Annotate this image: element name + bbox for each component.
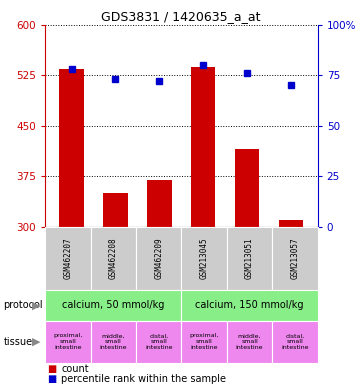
Text: proximal,
small
intestine: proximal, small intestine xyxy=(190,333,219,350)
Text: tissue: tissue xyxy=(4,337,33,347)
Text: middle,
small
intestine: middle, small intestine xyxy=(236,333,263,350)
Text: GSM213045: GSM213045 xyxy=(200,237,209,279)
Text: GSM462208: GSM462208 xyxy=(109,237,118,279)
Text: ■: ■ xyxy=(47,374,56,384)
Text: GDS3831 / 1420635_a_at: GDS3831 / 1420635_a_at xyxy=(101,10,260,23)
Text: ▶: ▶ xyxy=(32,337,40,347)
Text: distal,
small
intestine: distal, small intestine xyxy=(281,333,309,350)
Bar xyxy=(103,193,127,227)
Text: ▶: ▶ xyxy=(32,300,40,310)
Text: GSM462209: GSM462209 xyxy=(154,237,163,279)
Text: middle,
small
intestine: middle, small intestine xyxy=(100,333,127,350)
Bar xyxy=(279,220,303,227)
Text: protocol: protocol xyxy=(4,300,43,310)
Text: distal,
small
intestine: distal, small intestine xyxy=(145,333,173,350)
Text: percentile rank within the sample: percentile rank within the sample xyxy=(61,374,226,384)
Text: count: count xyxy=(61,364,89,374)
Text: calcium, 50 mmol/kg: calcium, 50 mmol/kg xyxy=(62,300,165,310)
Bar xyxy=(191,67,216,227)
Text: GSM462207: GSM462207 xyxy=(63,237,72,279)
Text: proximal,
small
intestine: proximal, small intestine xyxy=(53,333,83,350)
Text: GSM213057: GSM213057 xyxy=(291,237,300,279)
Bar xyxy=(60,69,84,227)
Bar xyxy=(147,179,171,227)
Text: GSM213051: GSM213051 xyxy=(245,237,254,279)
Text: calcium, 150 mmol/kg: calcium, 150 mmol/kg xyxy=(195,300,304,310)
Text: ■: ■ xyxy=(47,364,56,374)
Bar xyxy=(235,149,260,227)
